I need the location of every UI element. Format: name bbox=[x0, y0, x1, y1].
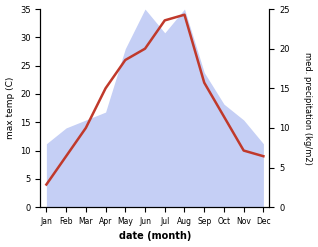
X-axis label: date (month): date (month) bbox=[119, 231, 191, 242]
Y-axis label: max temp (C): max temp (C) bbox=[5, 77, 15, 139]
Y-axis label: med. precipitation (kg/m2): med. precipitation (kg/m2) bbox=[303, 52, 313, 165]
